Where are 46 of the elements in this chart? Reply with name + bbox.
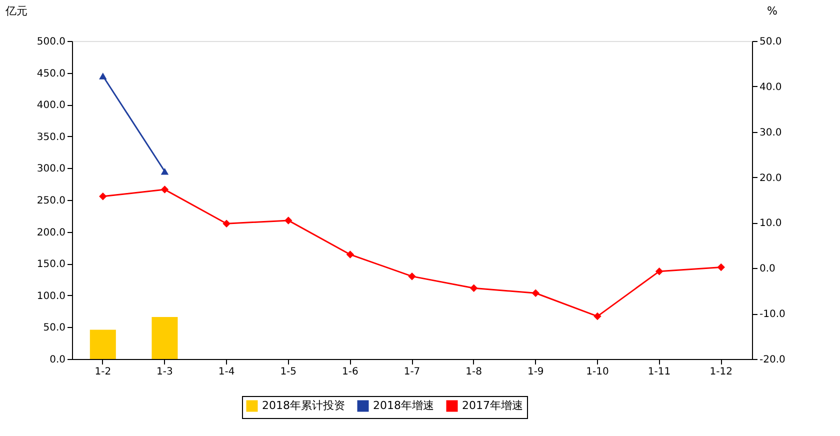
x-tick-label: 1-6 xyxy=(342,366,358,378)
x-tick-label: 1-5 xyxy=(280,366,297,378)
x-tick-label: 1-9 xyxy=(527,366,544,378)
x-tick-label: 1-12 xyxy=(710,366,732,378)
y-tick-label: 150.0 xyxy=(36,259,66,270)
point xyxy=(594,312,602,320)
point xyxy=(655,267,664,276)
y2-tick-label: 50.0 xyxy=(760,36,782,48)
point xyxy=(99,192,107,200)
point xyxy=(222,220,230,228)
y2-tick-label: 30.0 xyxy=(760,127,782,138)
y-axis-title: 亿元 xyxy=(4,4,28,18)
y-tick-label: 500.0 xyxy=(36,36,66,48)
y2-tick-label: -10.0 xyxy=(760,309,786,320)
y-tick-label: 50.0 xyxy=(43,322,66,334)
x-tick-label: 1-4 xyxy=(218,366,235,378)
y-tick-label: 450.0 xyxy=(36,68,66,80)
point xyxy=(470,284,478,292)
x-tick-label: 1-3 xyxy=(156,366,173,378)
y-tick-label: 0.0 xyxy=(50,354,66,366)
point xyxy=(532,289,540,297)
y2-tick-label: 0.0 xyxy=(760,264,776,275)
y2-tick-label: 40.0 xyxy=(760,82,782,93)
y-tick-label: 250.0 xyxy=(36,196,66,206)
point xyxy=(408,272,416,280)
y2-tick-label: 20.0 xyxy=(760,172,782,184)
legend-label: 2018年增速 xyxy=(373,399,434,412)
x-tick-label: 1-8 xyxy=(466,366,482,378)
x-tick-label: 1-11 xyxy=(648,366,671,378)
y-tick-label: 300.0 xyxy=(36,164,66,175)
y2-tick-label: -20.0 xyxy=(760,354,786,366)
point xyxy=(346,250,354,258)
point xyxy=(717,263,725,272)
point xyxy=(284,216,292,224)
y-tick-label: 400.0 xyxy=(36,100,66,112)
y2-tick-label: 10.0 xyxy=(760,218,782,230)
legend-label: 2017年增速 xyxy=(462,399,523,412)
y-tick-label: 350.0 xyxy=(36,132,66,143)
y-tick-label: 200.0 xyxy=(36,227,66,238)
y-tick-label: 100.0 xyxy=(36,290,66,302)
x-tick-label: 1-7 xyxy=(404,366,420,378)
x-tick-label: 1-2 xyxy=(94,366,112,378)
legend-label: 2018年累计投资 xyxy=(262,399,345,412)
x-tick-label: 1-10 xyxy=(586,366,609,378)
y2-axis-title: % xyxy=(767,4,778,18)
point xyxy=(160,186,169,194)
